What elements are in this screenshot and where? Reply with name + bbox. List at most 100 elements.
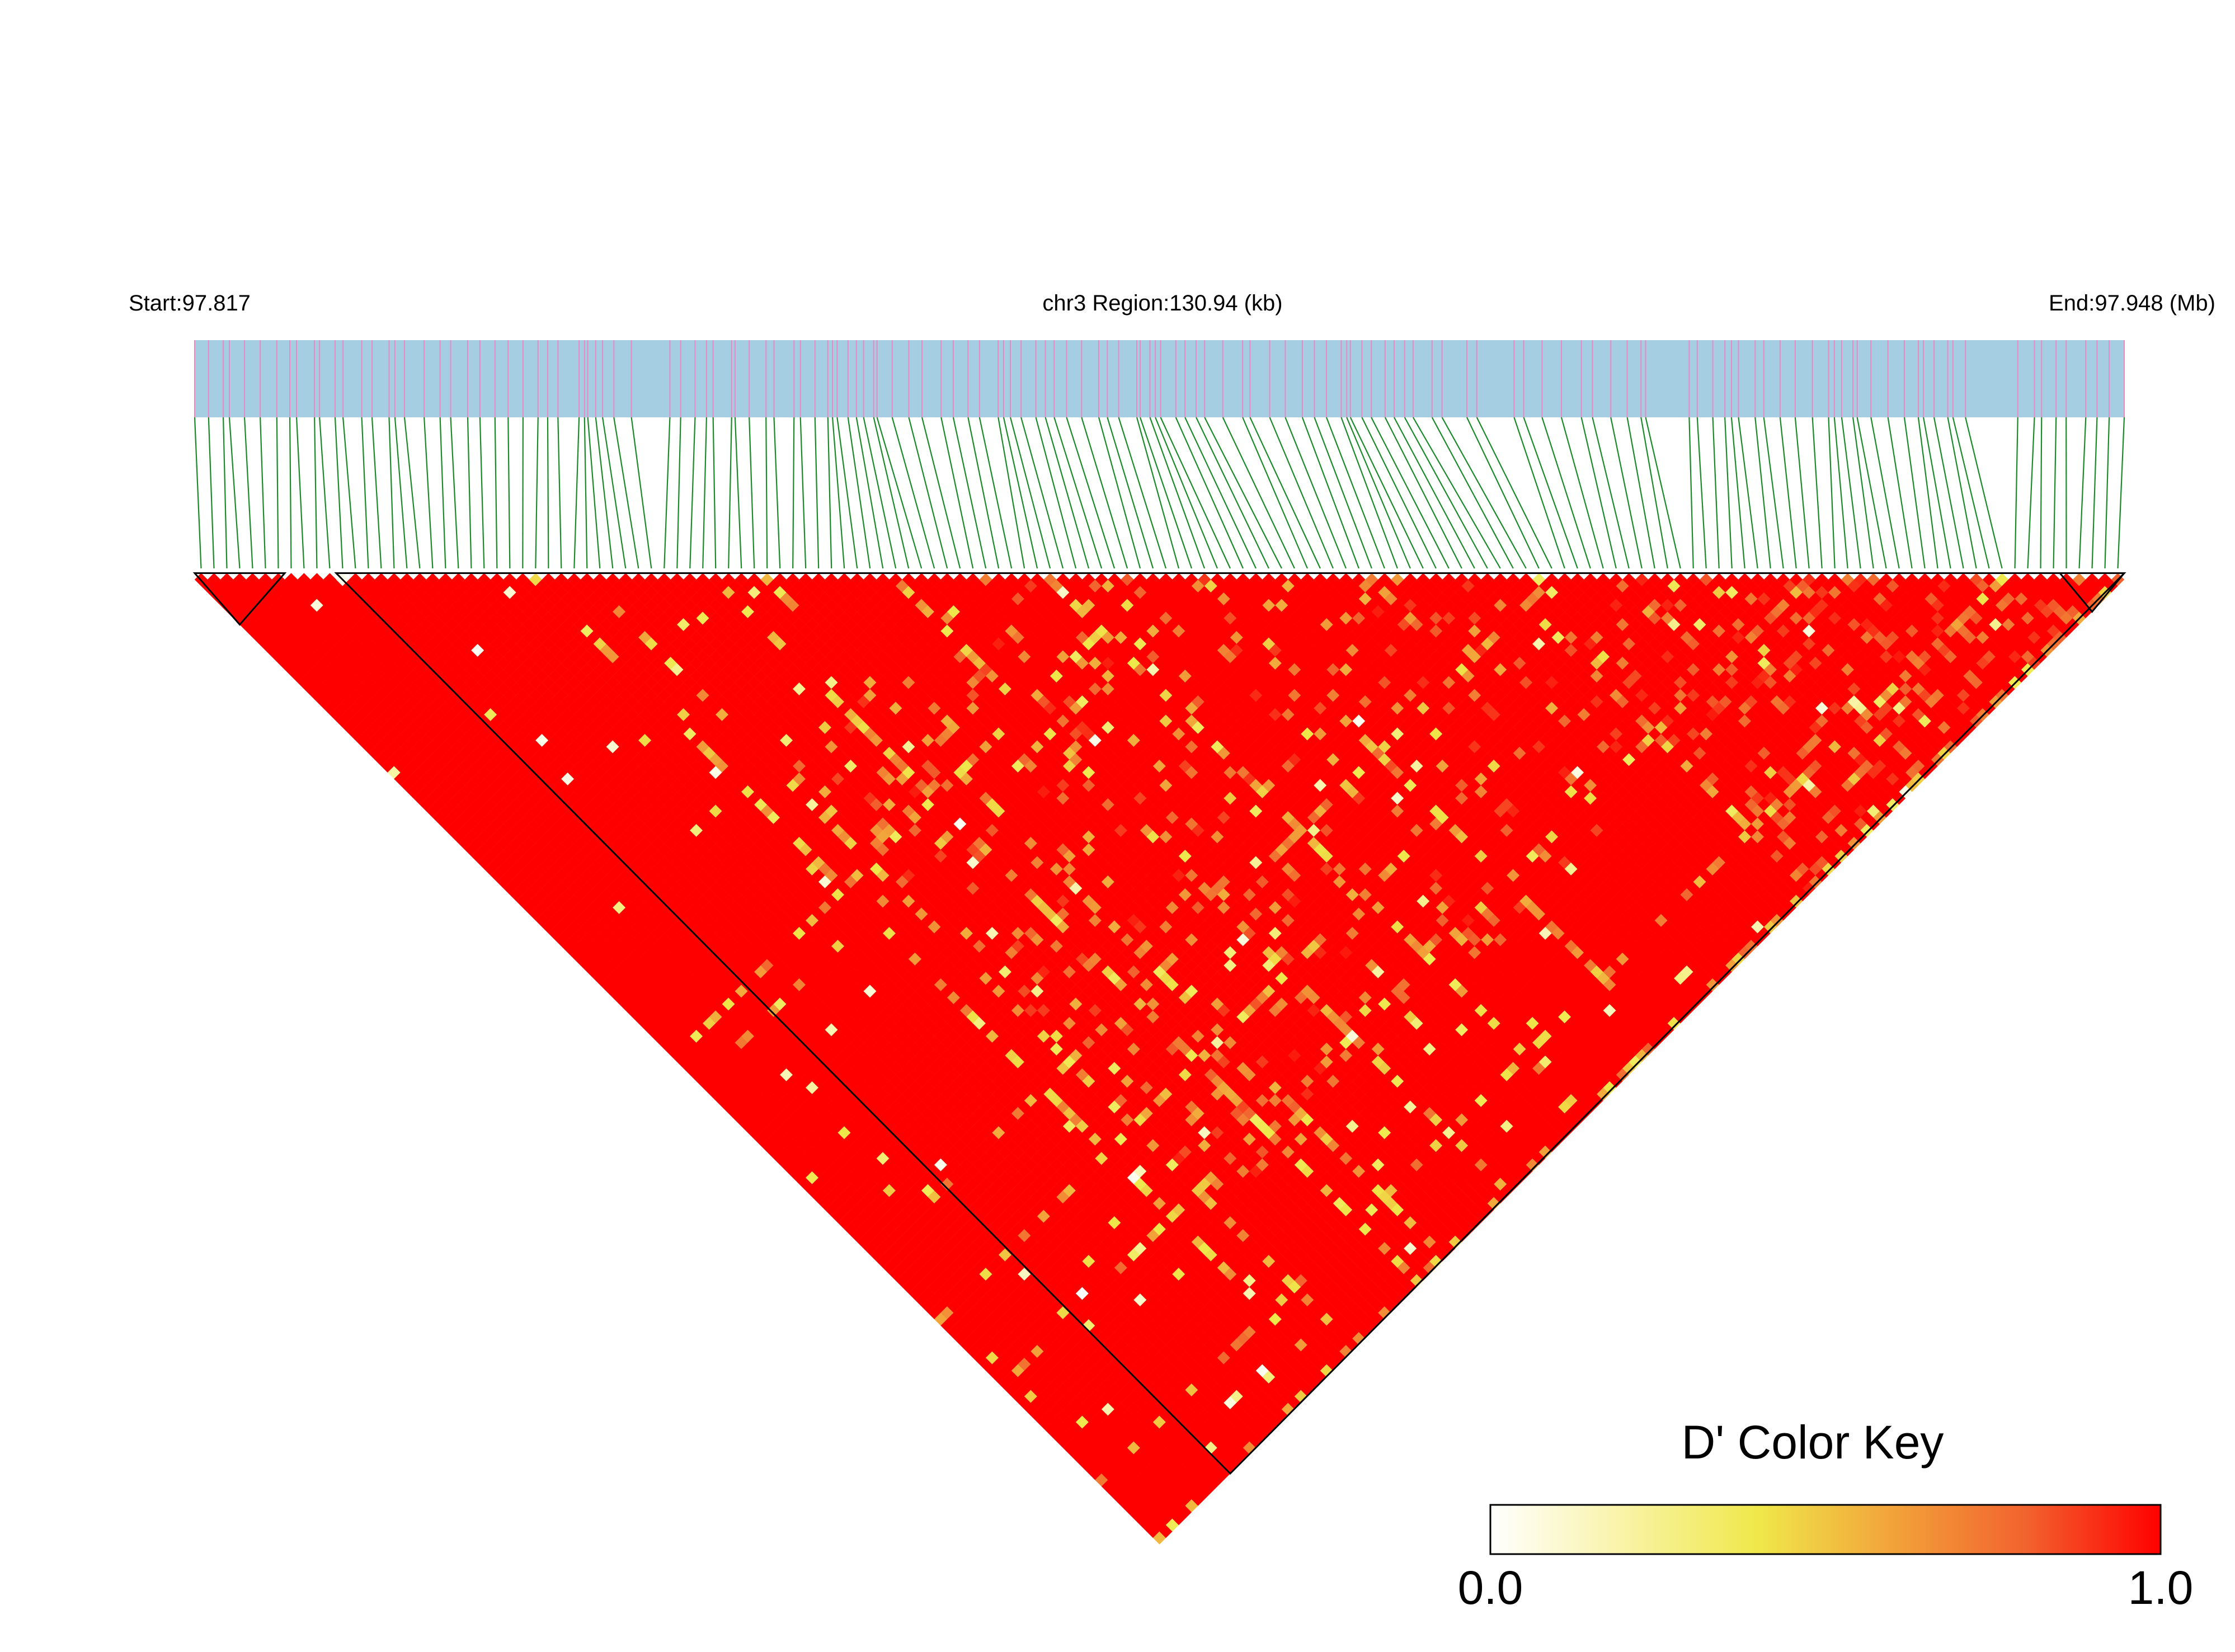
- snp-connector: [728, 417, 732, 569]
- snp-connector: [1196, 417, 1269, 569]
- snp-connector: [194, 417, 202, 569]
- snp-connector: [1269, 417, 1334, 569]
- snp-connector: [1870, 417, 1900, 569]
- snp-connector: [940, 417, 974, 569]
- snp-connector: [388, 417, 395, 569]
- snp-connector: [1184, 417, 1257, 569]
- snp-connector: [676, 417, 681, 569]
- snp-connector: [314, 417, 318, 569]
- snp-connector: [1965, 417, 2003, 569]
- snp-connector: [1431, 417, 1514, 569]
- snp-connector: [295, 417, 305, 569]
- snp-connector: [967, 417, 1000, 569]
- snp-connector: [2014, 417, 2018, 569]
- snp-connector: [1349, 417, 1424, 569]
- snp-connector: [361, 417, 369, 569]
- snp-tick-marks: [194, 340, 2125, 417]
- snp-connector: [1724, 417, 1733, 569]
- snp-connector: [1204, 417, 1282, 569]
- snp-connector: [855, 417, 884, 569]
- snp-connector: [1794, 417, 1810, 569]
- region-start-label: Start:97.817: [129, 291, 251, 316]
- snp-connector: [424, 417, 434, 569]
- snp-connector: [1696, 417, 1707, 569]
- snp-connector: [1412, 417, 1501, 569]
- snp-connector: [403, 417, 421, 569]
- snp-connector: [1513, 417, 1565, 569]
- snp-connector: [1833, 417, 1848, 569]
- snp-connector: [439, 417, 446, 569]
- snp-connector: [1887, 417, 1913, 569]
- snp-connector: [630, 417, 652, 569]
- snp-connector: [2091, 417, 2098, 569]
- snp-connector: [1118, 417, 1167, 569]
- snp-connector: [873, 417, 910, 569]
- snp-connector: [921, 417, 961, 569]
- snp-connector: [1149, 417, 1206, 569]
- snp-connector: [1560, 417, 1604, 569]
- snp-connector: [467, 417, 472, 569]
- snp-connector: [584, 417, 588, 569]
- snp-connector: [1952, 417, 1990, 569]
- snp-connector: [1346, 417, 1411, 569]
- snp-connector: [1763, 417, 1784, 569]
- snp-connector: [1066, 417, 1116, 569]
- snp-connector: [836, 417, 858, 569]
- snp-connector: [876, 417, 923, 569]
- snp-connector: [891, 417, 935, 569]
- snp-connector: [863, 417, 897, 569]
- snp-connector: [1222, 417, 1295, 569]
- snp-connector: [664, 417, 671, 569]
- snp-connector: [1314, 417, 1372, 569]
- snp-connector: [1003, 417, 1038, 569]
- snp-connector: [450, 417, 459, 569]
- snp-connector: [2027, 417, 2035, 569]
- snp-connector: [319, 417, 331, 569]
- snp-connector: [1035, 417, 1077, 569]
- snp-connector: [2078, 417, 2087, 569]
- snp-connector: [1828, 417, 1836, 569]
- snp-connector: [1754, 417, 1771, 569]
- snp-connector: [1249, 417, 1321, 569]
- snp-connector: [908, 417, 948, 569]
- region-end-label: End:97.948 (Mb): [2049, 291, 2215, 316]
- snp-connector: [1779, 417, 1797, 569]
- snp-connector: [587, 417, 601, 569]
- snp-connector: [1738, 417, 1758, 569]
- snp-connector: [1903, 417, 1926, 569]
- snp-connector: [1044, 417, 1090, 569]
- snp-connector: [613, 417, 639, 569]
- snp-connector: [847, 417, 871, 569]
- snp-connector: [1301, 417, 1359, 569]
- snp-connector: [1020, 417, 1064, 569]
- snp-connector: [260, 417, 266, 569]
- snp-connector: [1325, 417, 1385, 569]
- snp-connector: [1917, 417, 1938, 569]
- snp-connector: [1242, 417, 1308, 569]
- snp-position-track: [195, 340, 2124, 417]
- snp-connector: [595, 417, 614, 569]
- snp-connector: [765, 417, 768, 569]
- snp-connector: [1541, 417, 1591, 569]
- snp-connector: [978, 417, 1013, 569]
- snp-connector: [1284, 417, 1347, 569]
- snp-connector: [773, 417, 781, 569]
- snp-connector: [1009, 417, 1051, 569]
- snp-connector: [799, 417, 807, 569]
- snp-connector: [601, 417, 627, 569]
- snp-connector: [1160, 417, 1231, 569]
- snp-connector: [702, 417, 707, 569]
- snp-connector: [1610, 417, 1643, 569]
- snp-connector: [1404, 417, 1488, 569]
- snp-connector: [1476, 417, 1552, 569]
- snp-connector: [228, 417, 241, 569]
- snp-connector: [2040, 417, 2043, 569]
- snp-connector: [222, 417, 228, 569]
- snp-connector: [289, 417, 292, 569]
- snp-connector: [1340, 417, 1398, 569]
- snp-connector: [494, 417, 498, 569]
- snp-connector: [276, 417, 279, 569]
- snp-connector: [1139, 417, 1193, 569]
- snp-connector: [394, 417, 408, 569]
